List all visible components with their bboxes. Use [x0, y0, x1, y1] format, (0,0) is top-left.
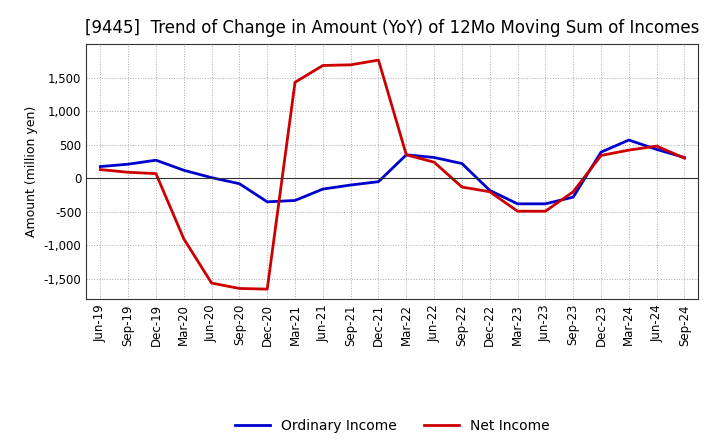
Ordinary Income: [235, 181, 243, 186]
Ordinary Income: [179, 168, 188, 173]
Ordinary Income: [207, 175, 216, 180]
Net Income: [235, 286, 243, 291]
Ordinary Income: [541, 201, 550, 206]
Ordinary Income: [263, 199, 271, 205]
Net Income: [541, 209, 550, 214]
Ordinary Income: [152, 158, 161, 163]
Ordinary Income: [291, 198, 300, 203]
Net Income: [680, 155, 689, 161]
Ordinary Income: [124, 161, 132, 167]
Line: Net Income: Net Income: [100, 60, 685, 289]
Ordinary Income: [96, 164, 104, 169]
Net Income: [291, 80, 300, 85]
Net Income: [263, 286, 271, 292]
Net Income: [458, 184, 467, 190]
Net Income: [152, 171, 161, 176]
Ordinary Income: [652, 147, 661, 152]
Legend: Ordinary Income, Net Income: Ordinary Income, Net Income: [230, 413, 555, 438]
Ordinary Income: [374, 179, 383, 184]
Net Income: [124, 170, 132, 175]
Net Income: [374, 58, 383, 63]
Net Income: [179, 236, 188, 242]
Ordinary Income: [569, 194, 577, 200]
Ordinary Income: [624, 137, 633, 143]
Ordinary Income: [318, 187, 327, 192]
Ordinary Income: [513, 201, 522, 206]
Line: Ordinary Income: Ordinary Income: [100, 140, 685, 204]
Net Income: [402, 152, 410, 158]
Net Income: [430, 160, 438, 165]
Net Income: [597, 153, 606, 158]
Ordinary Income: [485, 188, 494, 193]
Net Income: [652, 143, 661, 149]
Ordinary Income: [346, 183, 355, 188]
Net Income: [96, 167, 104, 172]
Net Income: [207, 280, 216, 286]
Ordinary Income: [597, 150, 606, 155]
Net Income: [569, 189, 577, 194]
Ordinary Income: [402, 152, 410, 158]
Y-axis label: Amount (million yen): Amount (million yen): [25, 106, 38, 237]
Ordinary Income: [458, 161, 467, 166]
Ordinary Income: [680, 155, 689, 160]
Net Income: [513, 209, 522, 214]
Title: [9445]  Trend of Change in Amount (YoY) of 12Mo Moving Sum of Incomes: [9445] Trend of Change in Amount (YoY) o…: [85, 19, 700, 37]
Net Income: [318, 63, 327, 68]
Net Income: [485, 189, 494, 194]
Net Income: [624, 147, 633, 153]
Ordinary Income: [430, 155, 438, 160]
Net Income: [346, 62, 355, 67]
